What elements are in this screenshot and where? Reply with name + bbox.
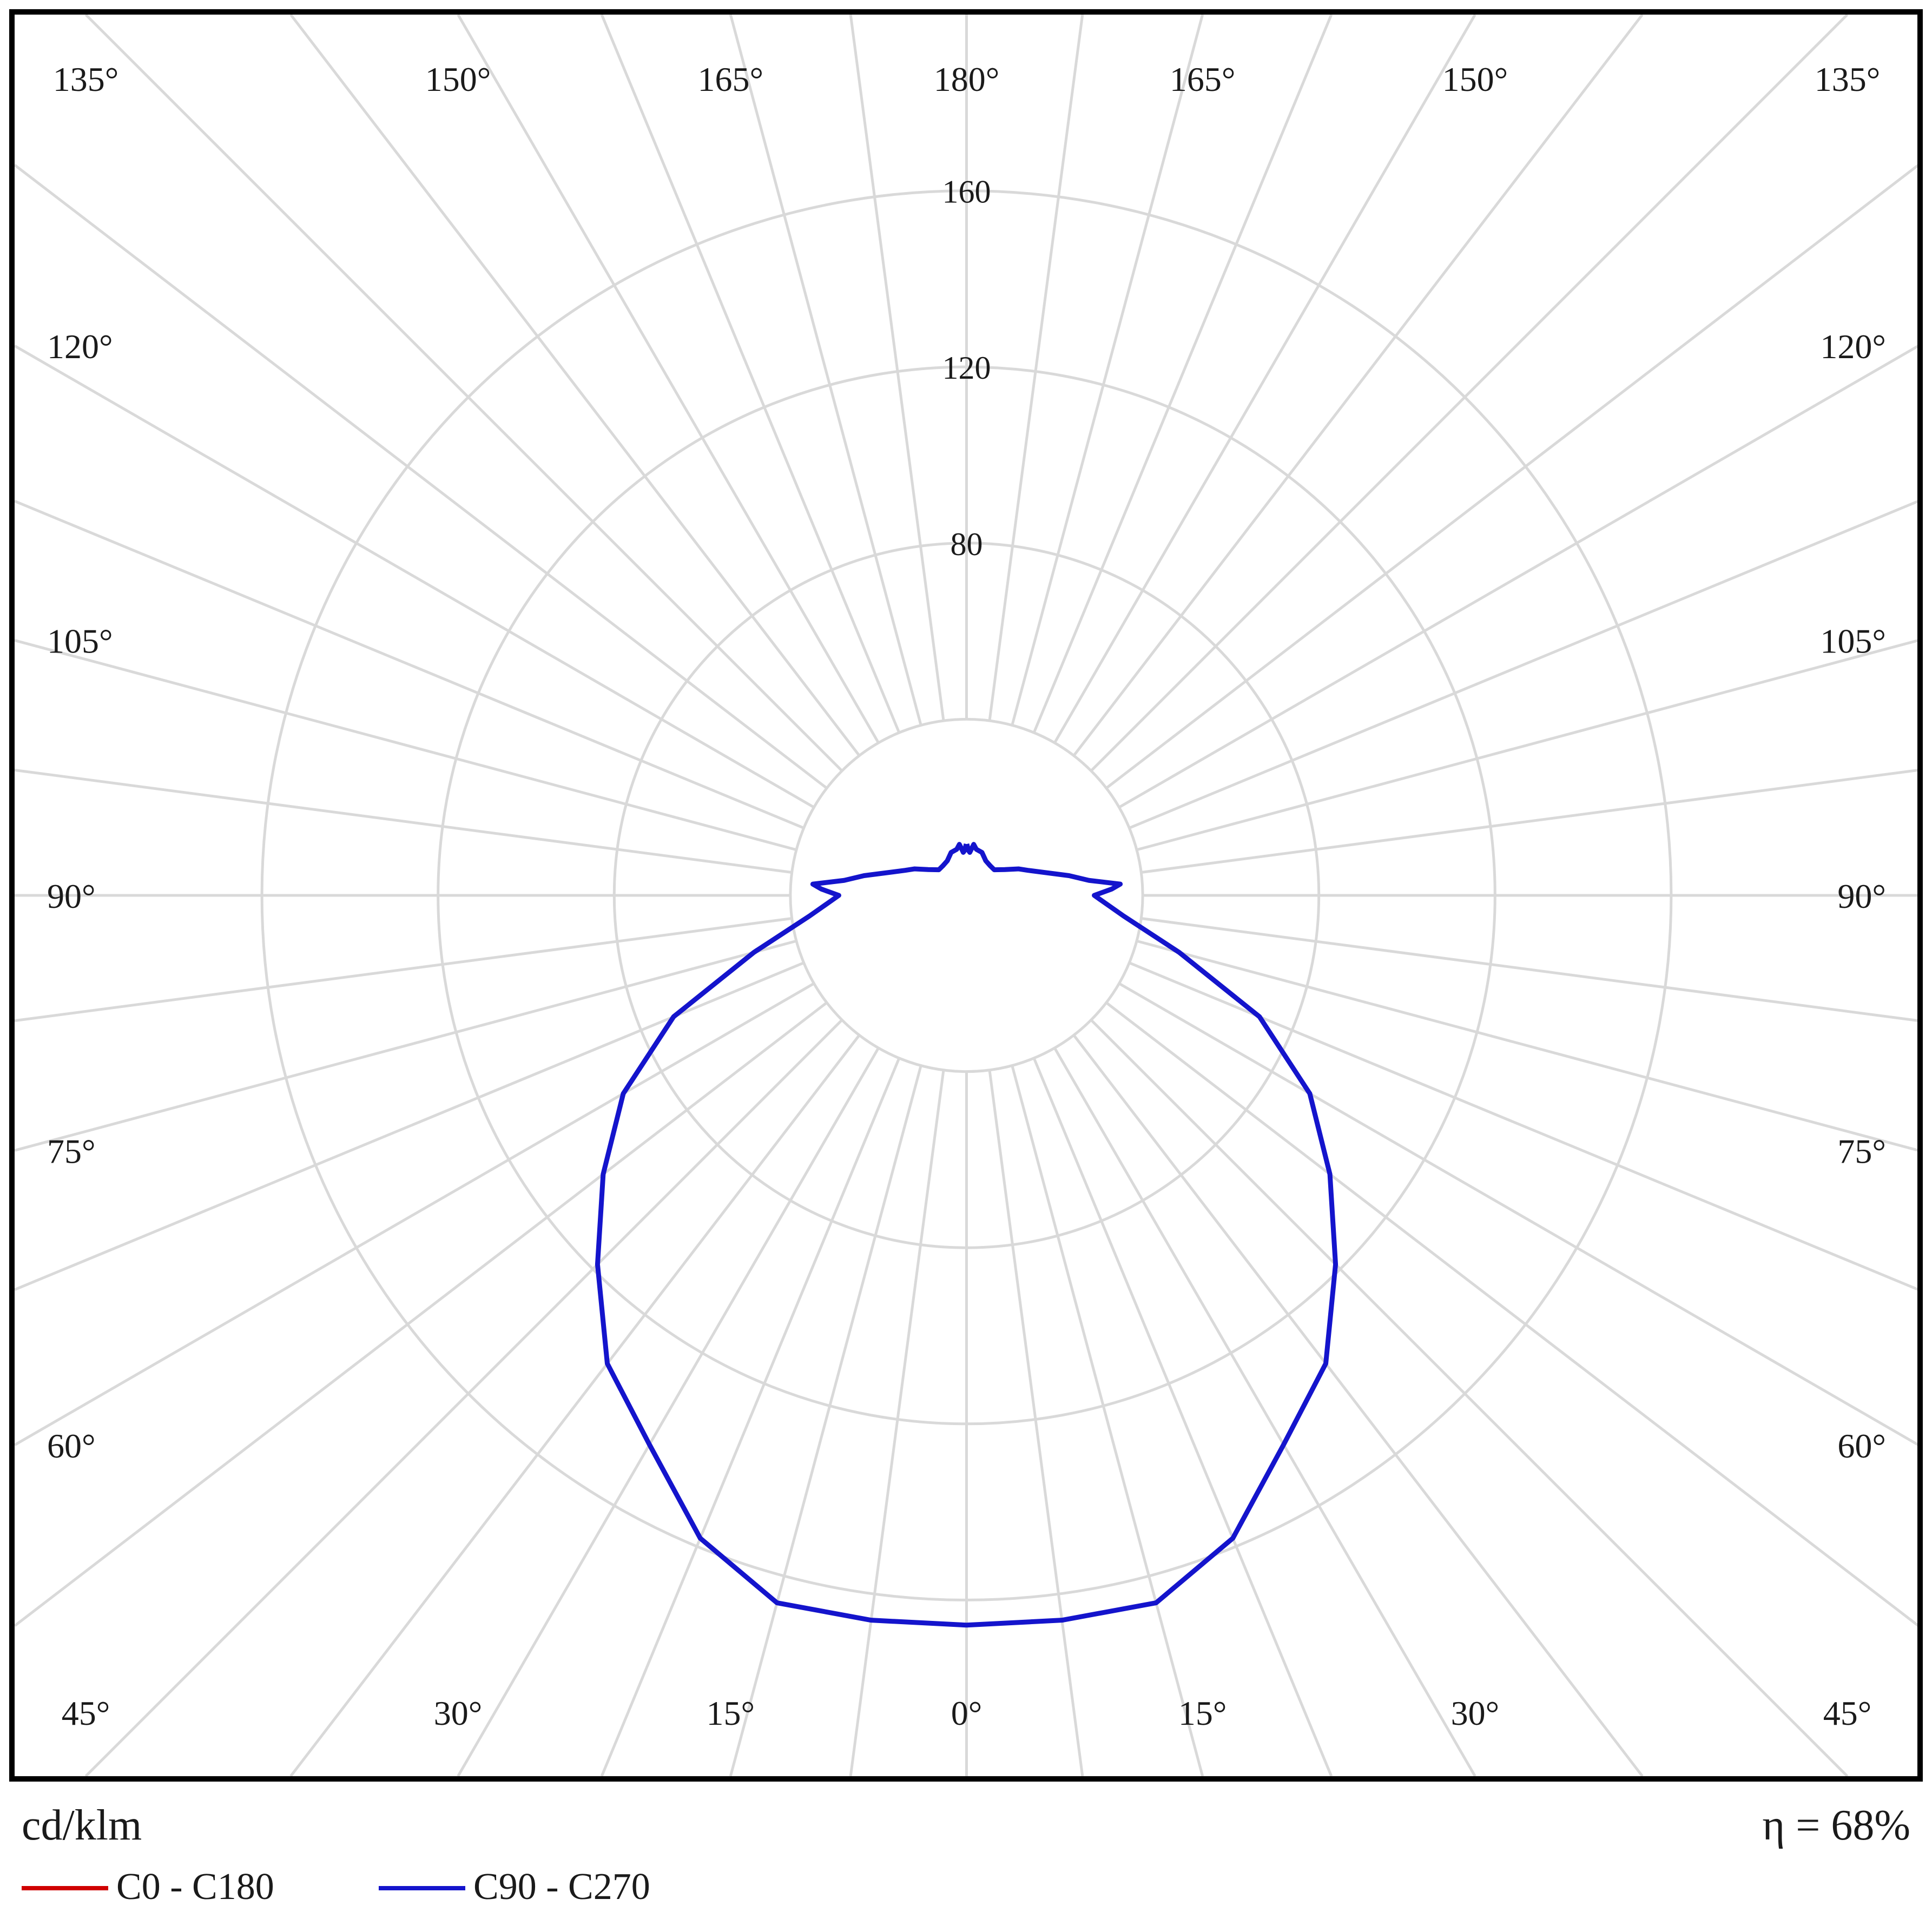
svg-text:165°: 165° [697, 60, 763, 98]
svg-text:cd/klm: cd/klm [22, 1802, 142, 1849]
svg-text:135°: 135° [53, 60, 119, 98]
svg-text:165°: 165° [1170, 60, 1236, 98]
svg-text:C0 - C180: C0 - C180 [116, 1866, 274, 1908]
svg-text:120: 120 [942, 350, 991, 386]
svg-text:160: 160 [942, 174, 991, 210]
svg-text:75°: 75° [1837, 1132, 1886, 1171]
svg-text:90°: 90° [47, 877, 96, 915]
svg-text:30°: 30° [1451, 1694, 1500, 1732]
svg-text:80: 80 [951, 526, 983, 562]
svg-text:15°: 15° [706, 1694, 755, 1732]
svg-text:150°: 150° [425, 60, 491, 98]
svg-text:120°: 120° [47, 327, 113, 366]
svg-text:150°: 150° [1442, 60, 1508, 98]
svg-text:30°: 30° [434, 1694, 483, 1732]
svg-text:60°: 60° [47, 1427, 96, 1465]
svg-text:45°: 45° [62, 1694, 110, 1732]
svg-text:0°: 0° [951, 1694, 983, 1732]
svg-text:90°: 90° [1837, 877, 1886, 915]
svg-text:105°: 105° [47, 622, 113, 661]
svg-text:75°: 75° [47, 1132, 96, 1171]
svg-text:η = 68%: η = 68% [1762, 1802, 1910, 1849]
svg-text:15°: 15° [1178, 1694, 1227, 1732]
svg-text:135°: 135° [1815, 60, 1881, 98]
svg-text:180°: 180° [934, 60, 1000, 98]
svg-text:105°: 105° [1820, 622, 1886, 661]
svg-text:45°: 45° [1823, 1694, 1872, 1732]
svg-text:C90 - C270: C90 - C270 [473, 1866, 650, 1908]
svg-text:60°: 60° [1837, 1427, 1886, 1465]
svg-text:120°: 120° [1820, 327, 1886, 366]
